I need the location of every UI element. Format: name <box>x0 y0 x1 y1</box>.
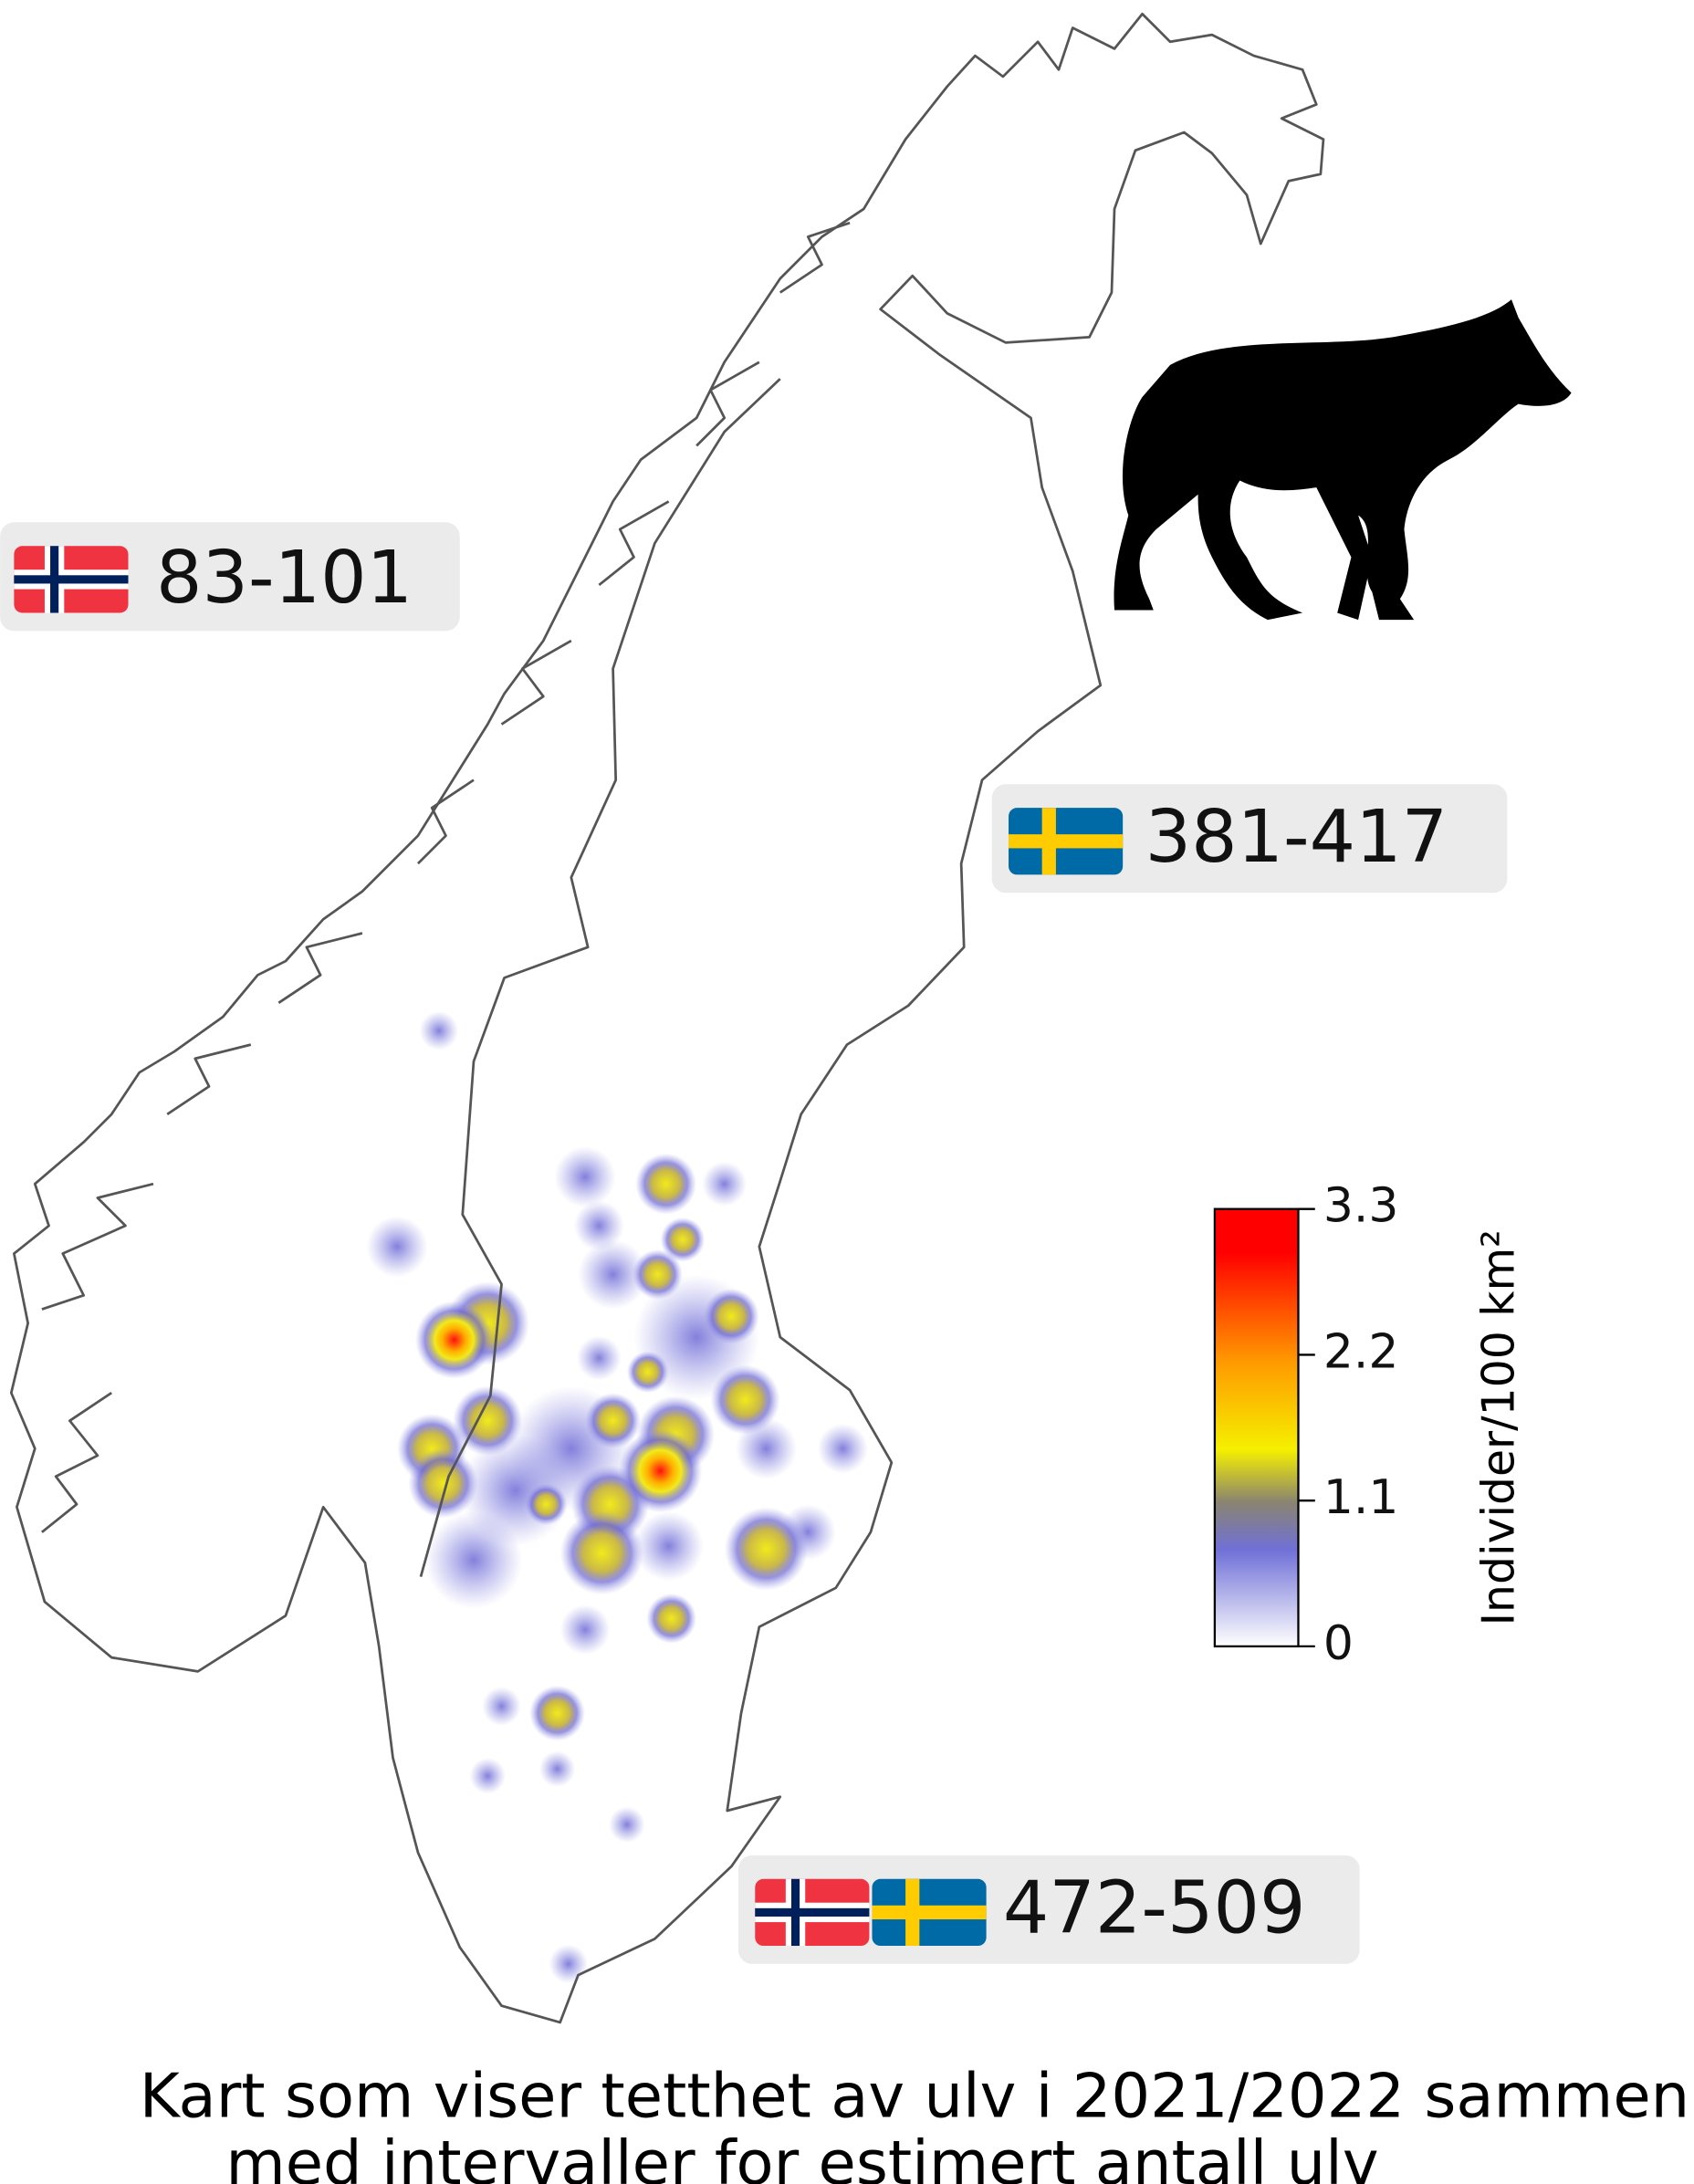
flag-norway <box>14 546 129 613</box>
caption: Kart som viser tetthet av ulv i 2021/202… <box>140 2061 1689 2132</box>
estimate-label: 83-101 <box>156 535 413 620</box>
colorbar-scale <box>1213 1207 1300 1648</box>
colorbar-tick-label: 3.3 <box>1323 1179 1399 1234</box>
flag-sweden <box>872 1878 987 1947</box>
colorbar-tick-label: 2.2 <box>1323 1324 1399 1379</box>
colorbar-tick-label: 1.1 <box>1323 1470 1399 1525</box>
wolf-silhouette <box>1114 299 1572 621</box>
colorbar-tick-label: 0 <box>1323 1616 1354 1671</box>
caption: med intervaller for estimert antall ulv <box>225 2127 1378 2184</box>
estimate-boxes: 83-101 381-417 472-509 <box>0 522 1508 1964</box>
colorbar-label: Individer/100 km² <box>1472 1229 1524 1625</box>
heat-density <box>366 1010 868 1984</box>
estimate-label: 472-509 <box>1003 1865 1306 1949</box>
flag-sweden <box>1009 808 1124 875</box>
country-outline <box>9 12 1325 2024</box>
colorbar: Individer/100 km² 0 1.1 2.2 3.3 <box>1213 1179 1524 1671</box>
flag-norway <box>755 1878 870 1947</box>
estimate-label: 381-417 <box>1145 794 1448 879</box>
